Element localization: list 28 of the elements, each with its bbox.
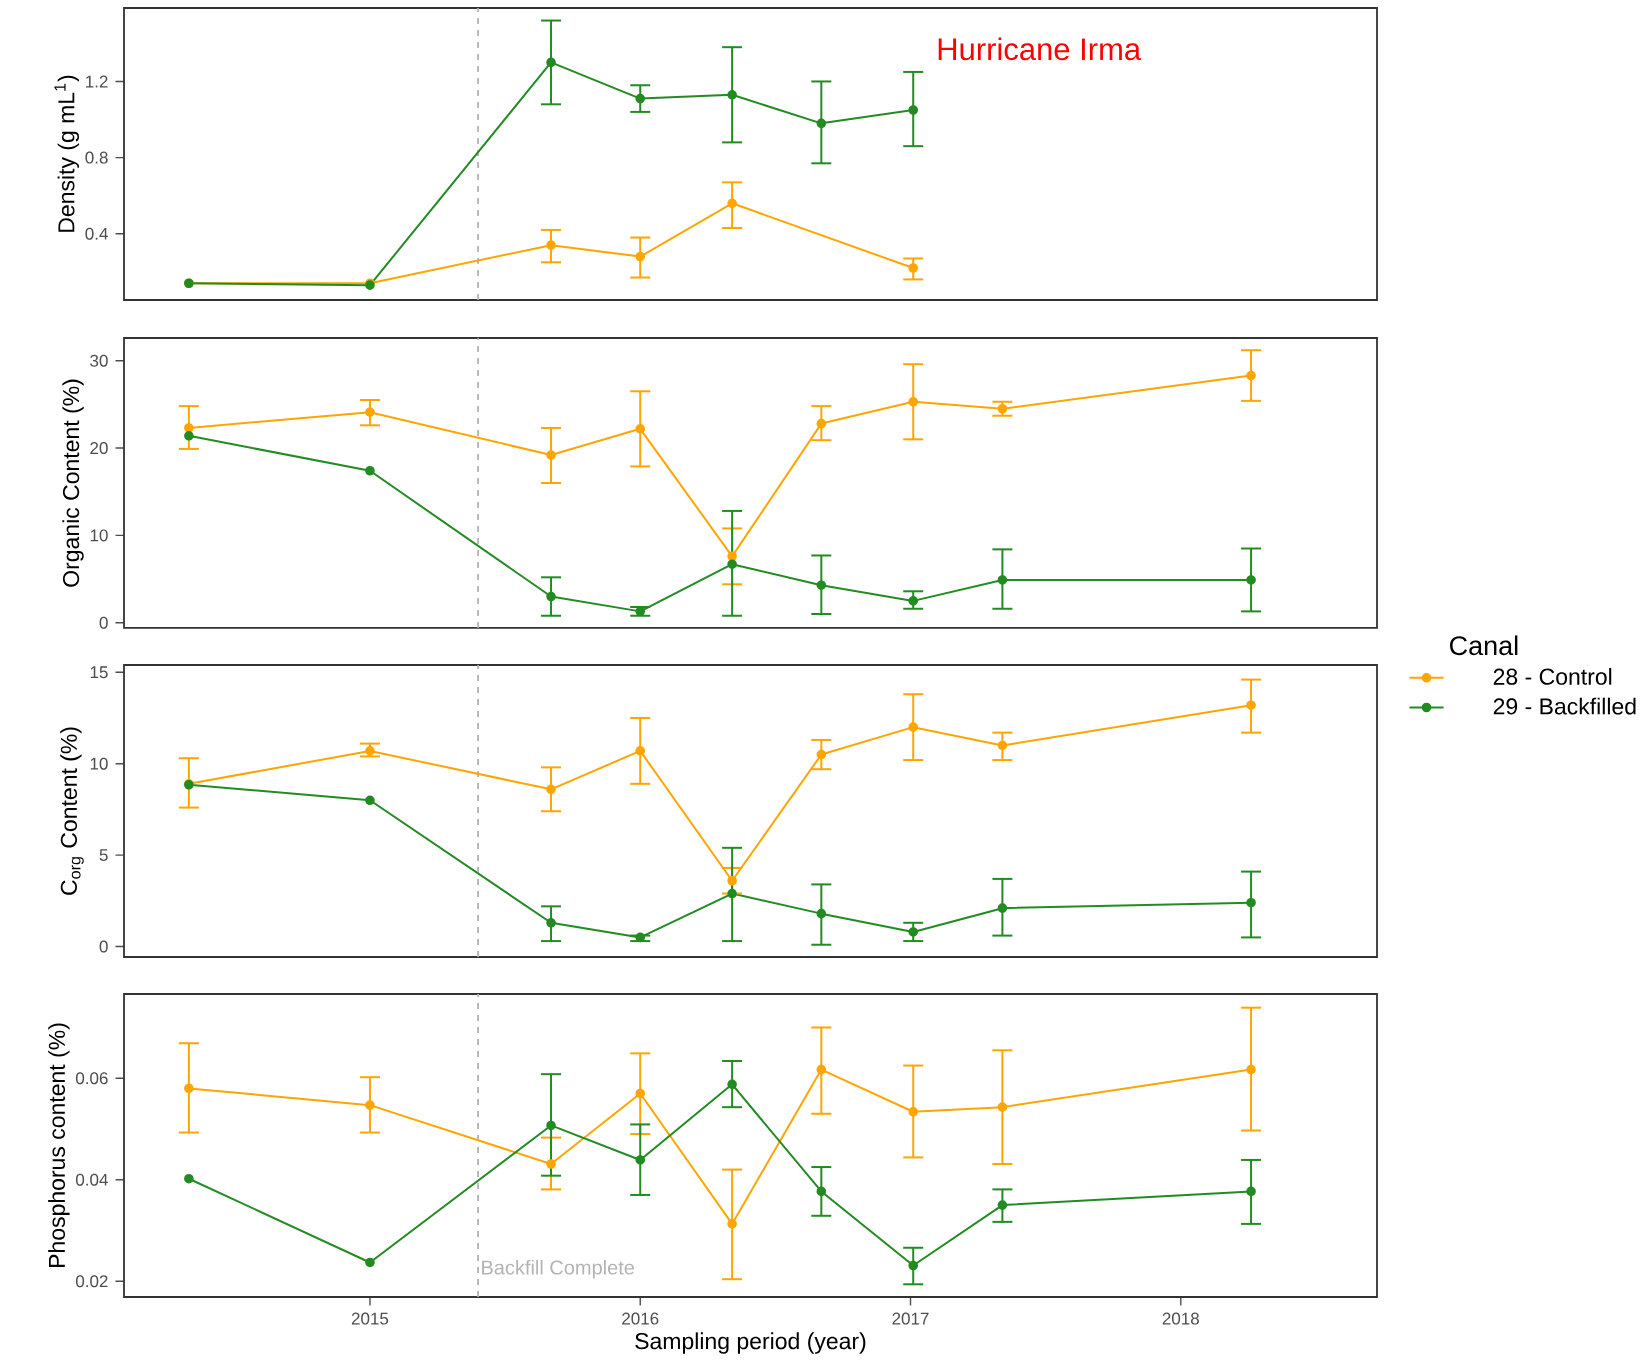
x-tick-label: 2018 [1162, 1312, 1199, 1325]
y-tick-label: 0.06 [75, 1072, 108, 1085]
annotation: Hurricane Irma [938, 37, 1142, 61]
y-tick-label: 5 [99, 849, 108, 862]
legend-label: 28 - Control [1493, 668, 1612, 685]
ref-line-label: Backfill Complete [482, 1259, 635, 1279]
y-tick-label: 10 [90, 529, 108, 542]
y-tick-label: 0.4 [85, 227, 108, 240]
x-tick-label: 2017 [892, 1312, 929, 1325]
legend-title: Canal [1450, 635, 1518, 656]
y-tick-label: 0 [99, 616, 108, 629]
y-tick-label: 10 [90, 757, 108, 770]
y-axis-title: C$_{org}$ Content (%) [60, 727, 84, 895]
y-tick-label: 20 [90, 442, 108, 455]
y-tick-label: 0 [99, 940, 108, 953]
y-axis-title: Phosphorus content (%) [48, 1023, 70, 1267]
x-tick-label: 2015 [351, 1312, 389, 1325]
y-axis-title: Organic Content (%) [62, 379, 84, 587]
y-tick-label: 15 [90, 666, 108, 679]
x-axis-title: Sampling period (year) [635, 1332, 866, 1354]
x-tick-label: 2016 [622, 1312, 659, 1325]
y-tick-label: 0.02 [75, 1275, 108, 1288]
y-tick-label: 30 [90, 354, 108, 367]
legend-label: 29 - Backfilled [1493, 697, 1636, 715]
y-tick-label: 0.8 [85, 151, 108, 164]
y-tick-label: 1.2 [86, 75, 108, 88]
y-tick-label: 0.04 [75, 1173, 108, 1186]
y-axis-title: Density (g mL$^{1}$) [54, 75, 80, 232]
